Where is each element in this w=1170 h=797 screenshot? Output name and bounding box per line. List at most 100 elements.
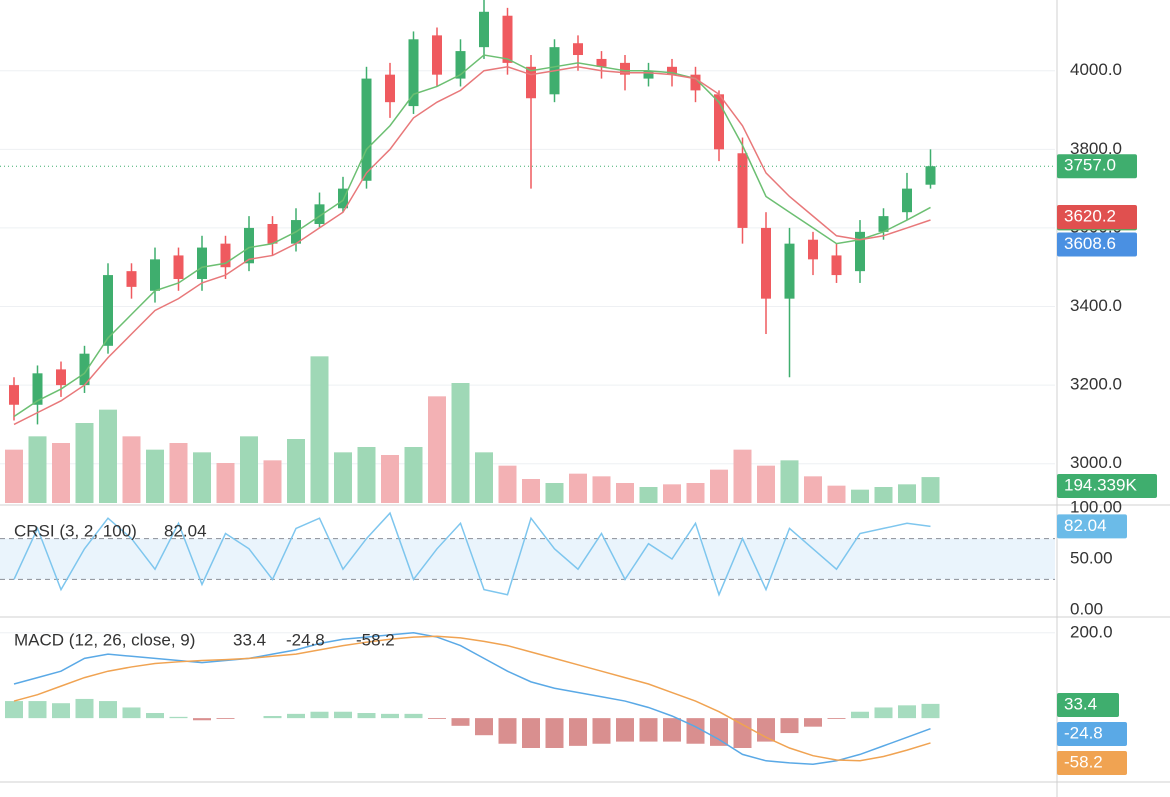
line-series	[13, 511, 931, 597]
histogram-bar	[827, 718, 846, 719]
candle-body	[408, 39, 419, 107]
candle-body	[667, 66, 677, 75]
price-label-bg	[1057, 154, 1137, 179]
volume-bar	[710, 469, 728, 503]
volume-bar	[240, 436, 258, 503]
volume-bar	[498, 465, 517, 503]
candle-body	[126, 271, 137, 287]
y-tick-label: 200.0	[1070, 622, 1113, 641]
candle-body	[9, 385, 19, 405]
candle-body	[267, 223, 278, 244]
line-series	[13, 635, 931, 762]
histogram-bar	[216, 718, 235, 719]
histogram-bar	[663, 718, 681, 742]
volume-bar	[193, 452, 211, 503]
candle-body	[103, 275, 113, 346]
candle-body	[761, 227, 771, 299]
candle-body	[314, 204, 325, 224]
volume-bar	[28, 436, 47, 503]
candle-body	[56, 369, 66, 386]
candle-body	[620, 62, 630, 75]
volume-bar	[827, 485, 846, 503]
volume-bar	[898, 484, 916, 503]
candle-body	[808, 239, 818, 260]
line-series	[13, 54, 931, 418]
volume-bar	[780, 460, 799, 503]
candle-body	[385, 74, 395, 103]
y-tick-label: 3800.0	[1070, 139, 1122, 158]
candle-body	[902, 188, 912, 213]
volume-bar	[451, 383, 470, 503]
histogram-bar	[780, 718, 799, 734]
price-label-bg	[1057, 204, 1137, 229]
volume-bar	[146, 449, 164, 503]
histogram-bar	[52, 703, 70, 719]
price-label: -58.2	[1064, 752, 1103, 771]
volume-bar	[475, 452, 493, 503]
candle-body	[432, 35, 442, 75]
volume-bar	[357, 447, 376, 503]
candle-body	[502, 15, 513, 63]
volume-bar	[122, 436, 141, 503]
histogram-bar	[146, 713, 164, 719]
price-label: -24.8	[1064, 723, 1103, 742]
volume-bar	[522, 479, 540, 503]
volume-bar	[921, 477, 940, 503]
histogram-bar	[616, 718, 634, 742]
line-series	[13, 632, 931, 765]
volume-bar	[733, 449, 752, 503]
histogram-bar	[451, 718, 470, 726]
candle-body	[32, 373, 43, 405]
candle-body	[455, 51, 466, 79]
histogram-bar	[428, 718, 446, 719]
candle-body	[197, 247, 207, 280]
histogram-bar	[592, 718, 611, 744]
price-label: 3757.0	[1064, 156, 1116, 175]
candle-body	[855, 231, 865, 272]
indicator-value: 82.04	[164, 521, 207, 540]
volume-bar	[569, 473, 587, 503]
price-label: 82.04	[1064, 516, 1107, 535]
price-label: 3608.6	[1064, 234, 1116, 253]
histogram-bar	[569, 718, 587, 746]
histogram-bar	[263, 716, 282, 719]
price-label-bg	[1057, 722, 1127, 746]
volume-bar	[663, 484, 681, 503]
price-label-bg	[1057, 751, 1127, 775]
volume-bar	[545, 483, 564, 503]
price-label-bg	[1057, 474, 1157, 498]
volume-bar	[592, 476, 611, 503]
candle-body	[714, 94, 724, 150]
candle-body	[737, 153, 748, 228]
histogram-bar	[639, 718, 658, 742]
volume-bar	[263, 460, 282, 503]
volume-bar	[334, 452, 352, 503]
histogram-bar	[851, 711, 869, 719]
volume-bar	[639, 487, 658, 503]
histogram-bar	[733, 718, 752, 748]
volume-bar	[616, 483, 634, 503]
indicator-title: MACD (12, 26, close, 9)	[14, 630, 195, 649]
y-tick-label: 0.00	[1070, 599, 1103, 618]
histogram-bar	[898, 705, 916, 719]
histogram-bar	[921, 703, 940, 719]
volume-bar	[757, 465, 775, 503]
volume-bar	[287, 439, 305, 503]
volume-bar	[75, 423, 94, 503]
candle-body	[690, 74, 701, 91]
volume-bar	[804, 476, 822, 503]
candle-body	[79, 353, 90, 386]
histogram-bar	[804, 718, 822, 727]
candle-body	[596, 58, 607, 67]
volume-bar	[52, 443, 70, 503]
y-tick-label: 4000.0	[1070, 60, 1122, 79]
volume-bar	[851, 489, 869, 503]
price-label: 3620.2	[1064, 206, 1116, 225]
price-label-bg	[1057, 232, 1137, 257]
indicator-title: CRSI (3, 2, 100)	[14, 521, 137, 540]
volume-bar	[216, 463, 235, 503]
histogram-bar	[169, 716, 188, 719]
volume-bar	[874, 487, 893, 503]
